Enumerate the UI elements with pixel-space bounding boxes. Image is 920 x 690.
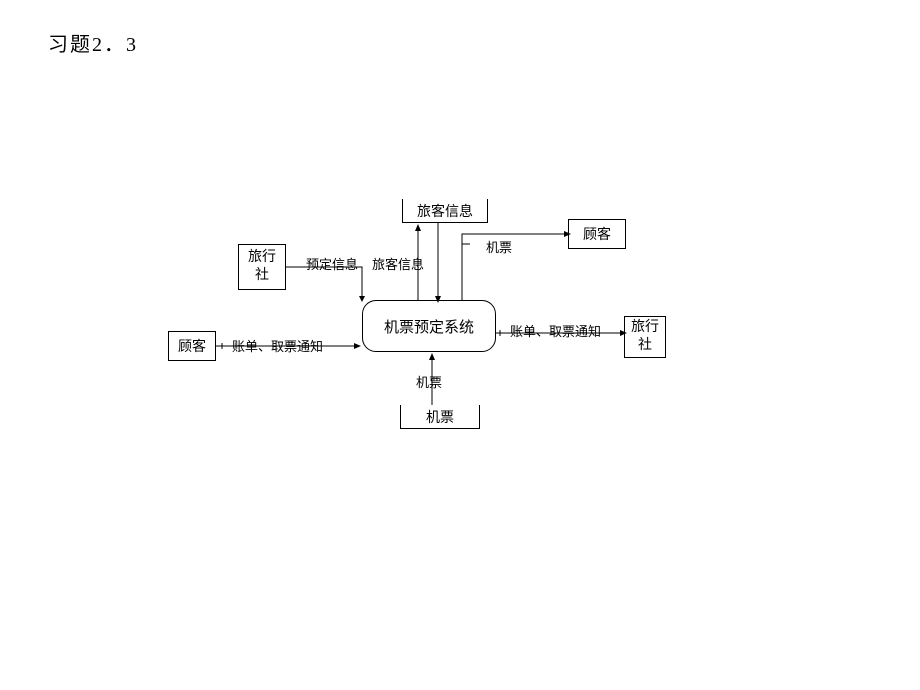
datastore-ticket: 机票 <box>400 405 480 429</box>
entity-label: 顾客 <box>583 224 611 244</box>
entity-label: 旅行 社 <box>248 249 276 285</box>
entity-travel-agency-right: 旅行 社 <box>624 316 666 358</box>
entity-customer-left: 顾客 <box>168 331 216 361</box>
process-ticket-booking-system: 机票预定系统 <box>362 300 496 352</box>
flow-label-booking-info: 预定信息 <box>306 254 358 273</box>
flow-label-ticket-bottom: 机票 <box>416 372 442 391</box>
entity-travel-agency-left: 旅行 社 <box>238 244 286 290</box>
entity-customer-right: 顾客 <box>568 219 626 249</box>
flow-label-passenger-info: 旅客信息 <box>372 254 424 273</box>
datastore-passenger-info: 旅客信息 <box>402 199 488 223</box>
flow-label-bill-right: 账单、取票通知 <box>510 321 601 340</box>
page-title: 习题2．3 <box>48 28 138 57</box>
flow-label-ticket-top: 机票 <box>486 237 512 256</box>
datastore-label: 机票 <box>426 407 454 427</box>
process-label: 机票预定系统 <box>384 316 474 337</box>
entity-label: 旅行 社 <box>631 319 659 355</box>
entity-label: 顾客 <box>178 336 206 356</box>
datastore-label: 旅客信息 <box>417 201 473 221</box>
flow-label-bill-left: 账单、取票通知 <box>232 336 323 355</box>
